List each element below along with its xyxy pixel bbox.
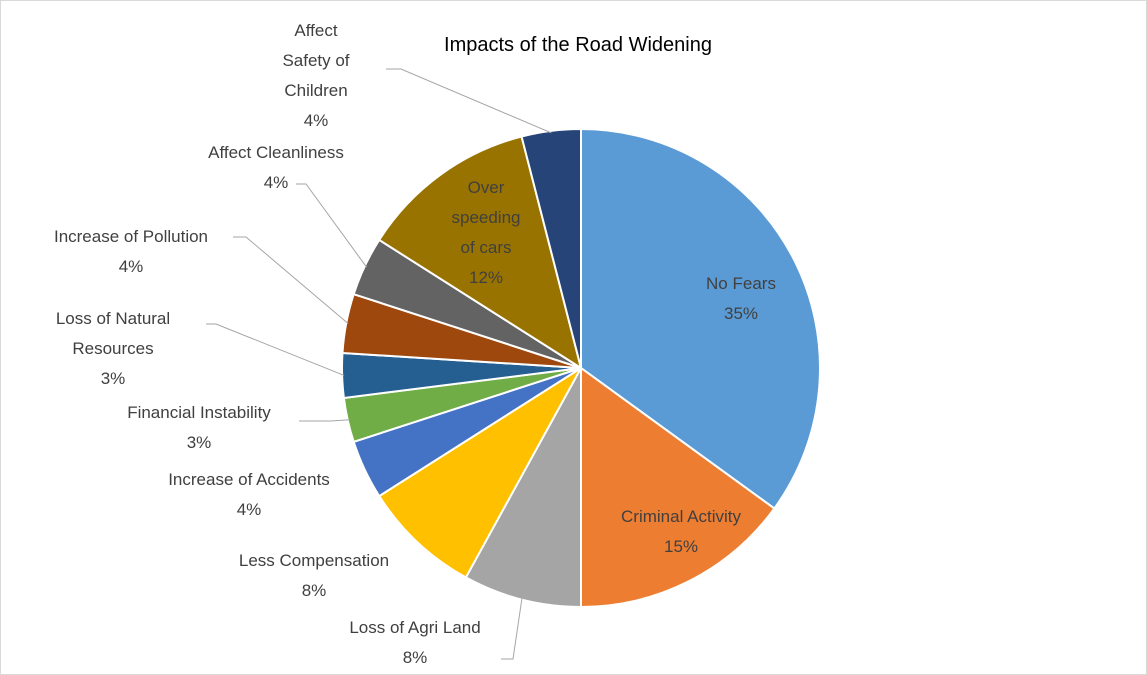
label-value: 8% [402, 648, 428, 667]
data-label: Less Compensation 8% [204, 546, 424, 606]
label-name: Financial Instability [127, 403, 271, 422]
pie-slice [377, 367, 582, 579]
leader-line [386, 68, 552, 134]
data-label: Over speeding of cars 12% [446, 173, 526, 293]
label-name: Increase of Accidents [168, 470, 330, 489]
data-label: Affect Cleanliness 4% [176, 138, 376, 198]
label-name: Loss of Agri Land [349, 618, 481, 637]
data-label: Loss of Natural Resources 3% [18, 304, 208, 394]
leader-line [206, 323, 345, 376]
label-name: Criminal Activity [621, 507, 741, 526]
label-value: 8% [301, 581, 327, 600]
label-value: 4% [303, 111, 329, 130]
label-value: 3% [186, 433, 212, 452]
label-name: Over speeding of cars [451, 178, 521, 257]
label-name: Loss of Natural Resources [55, 309, 171, 358]
label-name: Affect Cleanliness [208, 143, 344, 162]
pie-slice [580, 366, 776, 609]
pie-slice [580, 127, 821, 510]
label-name: Less Compensation [238, 551, 390, 570]
data-label: Criminal Activity 15% [601, 502, 761, 562]
data-label: No Fears 35% [681, 269, 801, 329]
leader-line [233, 236, 349, 324]
label-name: Increase of Pollution [53, 227, 209, 246]
pie-slice [520, 127, 582, 369]
label-value: 12% [468, 268, 504, 287]
label-value: 15% [663, 537, 699, 556]
label-value: 3% [100, 369, 126, 388]
label-name: No Fears [706, 274, 776, 293]
label-value: 4% [236, 500, 262, 519]
pie-slice [377, 135, 583, 371]
label-value: 4% [263, 173, 289, 192]
leader-line [296, 183, 367, 268]
data-label: Loss of Agri Land 8% [315, 613, 515, 673]
label-value: 4% [118, 257, 144, 276]
data-label: Financial Instability 3% [89, 398, 309, 458]
chart-title: Impacts of the Road Widening [444, 34, 712, 56]
data-label: Affect Safety of Children 4% [271, 16, 361, 136]
leader-line [299, 419, 350, 422]
label-value: 35% [723, 304, 759, 323]
label-name: Affect Safety of Children [282, 21, 350, 100]
leader-line [501, 597, 523, 660]
data-label: Increase of Accidents 4% [134, 465, 364, 525]
data-label: Increase of Pollution 4% [21, 222, 241, 282]
